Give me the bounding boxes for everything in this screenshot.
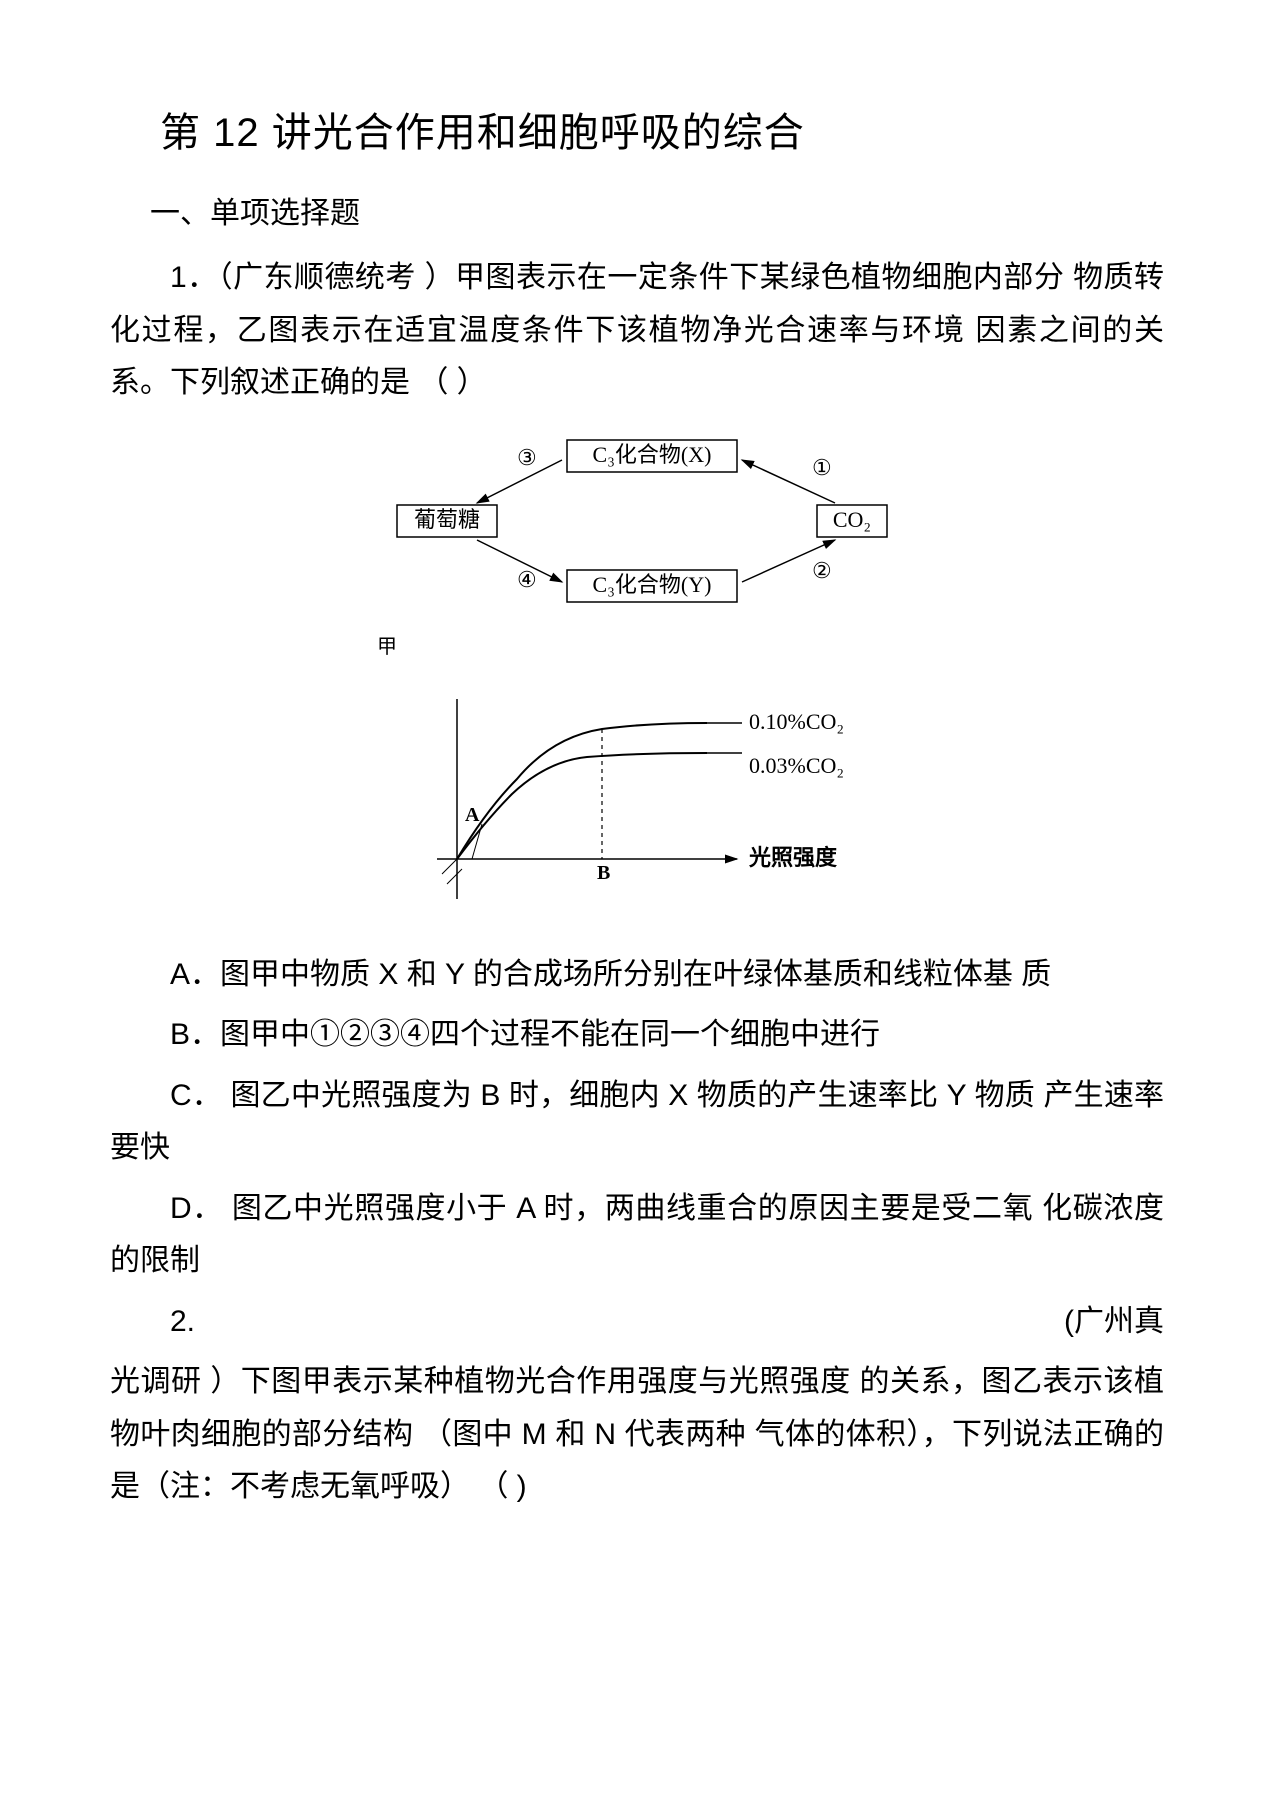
q2-number-line: 2. (广州真 bbox=[110, 1296, 1164, 1349]
q1-stem: 1．（广东顺德统考 ）甲图表示在一定条件下某绿色植物细胞内部分 物质转化过程，乙… bbox=[110, 252, 1164, 410]
glucose-label: 葡萄糖 bbox=[414, 507, 480, 532]
diagram-1-caption: 甲 bbox=[377, 636, 397, 658]
co2-label: CO₂ bbox=[833, 507, 871, 532]
point-A-label: A bbox=[465, 804, 480, 826]
lesson-title: 第 12 讲光合作用和细胞呼吸的综合 bbox=[160, 100, 1164, 158]
diagram-1-container: C₃化合物(X) C₃化合物(Y) 葡萄糖 CO₂ ① ② bbox=[110, 430, 1164, 659]
q1-choice-C: C． 图乙中光照强度为 B 时，细胞内 X 物质的产生速率比 Y 物质 产生速率… bbox=[110, 1070, 1164, 1175]
c3x-label: C₃化合物(X) bbox=[593, 442, 712, 467]
cycle-diagram: C₃化合物(X) C₃化合物(Y) 葡萄糖 CO₂ ① ② bbox=[357, 430, 917, 630]
q2-number: 2. bbox=[110, 1296, 195, 1349]
c3y-label: C₃化合物(Y) bbox=[593, 572, 712, 597]
line-chart: A B 0.10%CO₂ 0.03%CO₂ 光照强度 bbox=[387, 689, 887, 919]
top-curve-label: 0.10%CO₂ bbox=[749, 709, 844, 734]
x-axis-label: 光照强度 bbox=[748, 845, 838, 870]
q1-choice-A: A．图甲中物质 X 和 Y 的合成场所分别在叶绿体基质和线粒体基 质 bbox=[110, 949, 1164, 1002]
arrow-3-label: ③ bbox=[517, 445, 537, 470]
q1-choice-D: D． 图乙中光照强度小于 A 时，两曲线重合的原因主要是受二氧 化碳浓度的限制 bbox=[110, 1183, 1164, 1288]
point-B-label: B bbox=[597, 862, 610, 884]
arrow-1-label: ① bbox=[812, 455, 832, 480]
arrow-2-label: ② bbox=[812, 558, 832, 583]
diagram-2-container: A B 0.10%CO₂ 0.03%CO₂ 光照强度 bbox=[110, 689, 1164, 919]
section-heading: 一、单项选择题 bbox=[150, 188, 1164, 232]
q2-stem: 光调研 ）下图甲表示某种植物光合作用强度与光照强度 的关系，图乙表示该植物叶肉细… bbox=[110, 1356, 1164, 1514]
q1-choice-B: B．图甲中①②③④四个过程不能在同一个细胞中进行 bbox=[110, 1009, 1164, 1062]
arrow-4-label: ④ bbox=[517, 567, 537, 592]
mid-curve-label: 0.03%CO₂ bbox=[749, 753, 844, 778]
q2-source: (广州真 bbox=[1004, 1296, 1164, 1349]
